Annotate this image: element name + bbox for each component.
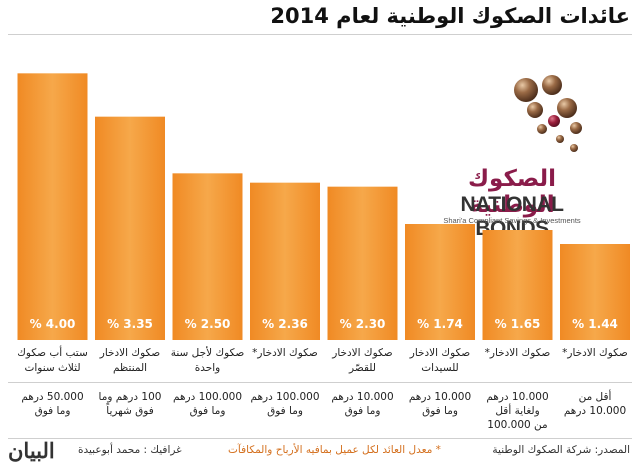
category-divider xyxy=(8,382,632,383)
amount-label: 100 درهم وما فوق شهرياً xyxy=(99,391,162,417)
title-divider xyxy=(8,34,632,35)
bar xyxy=(405,224,475,340)
data-label: % 3.35 xyxy=(107,317,153,331)
logo-arabic-text: الصكوك الوطنية xyxy=(467,166,557,218)
category-label: صكوك الادخار* xyxy=(562,347,628,359)
bar xyxy=(17,73,88,340)
amount-label: أقل من 10.000 درهم xyxy=(564,389,626,417)
bar xyxy=(172,173,243,340)
amount-label: 50.000 درهم وما فوق xyxy=(21,391,83,417)
category-label: صكوك الادخار للقصّر xyxy=(331,347,393,374)
bar xyxy=(327,186,398,340)
graphic-credit: غرافيك : محمد أبوعبيدة xyxy=(78,444,182,456)
amount-label: 100.000 درهم وما فوق xyxy=(173,391,242,417)
amount-label: 100.000 درهم وما فوق xyxy=(250,391,319,417)
logo-tagline: Shari'a Compliant Savings & Investments xyxy=(443,216,581,225)
page-title: عائدات الصكوك الوطنية لعام 2014 xyxy=(270,4,630,28)
category-label: صكوك الادخار* xyxy=(485,347,551,359)
footnote: * معدل العائد لكل عميل بمافيه الأرباح وا… xyxy=(228,444,441,456)
amount-label: 10.000 درهم وما فوق xyxy=(331,391,393,417)
category-label: صكوك الادخار المنتظم xyxy=(99,347,161,374)
data-label: % 1.65 xyxy=(495,317,541,331)
source-note: المصدر: شركة الصكوك الوطنية xyxy=(492,444,630,456)
category-label: ستب أب صكوك لثلاث سنوات xyxy=(17,345,88,374)
bar xyxy=(95,116,165,341)
data-label: % 2.30 xyxy=(340,317,386,331)
category-label: صكوك الادخار للسيدات xyxy=(409,347,471,374)
data-label: % 1.44 xyxy=(572,317,618,331)
bar xyxy=(560,244,630,340)
national-bonds-logo xyxy=(514,75,582,152)
amount-label: 10.000 درهم وما فوق xyxy=(409,391,471,417)
data-label: % 1.74 xyxy=(417,317,463,331)
data-label: % 4.00 xyxy=(30,317,76,331)
category-label: صكوك لأجل سنة واحدة xyxy=(171,346,245,374)
data-label: % 2.50 xyxy=(185,317,231,331)
amount-label: 10.000 درهم ولغاية أقل من 100.000 xyxy=(486,391,548,431)
albayan-logo: البيان xyxy=(8,438,55,463)
footer-divider xyxy=(8,438,632,439)
category-label: صكوك الادخار* xyxy=(252,347,318,359)
data-label: % 2.36 xyxy=(262,317,308,331)
bar xyxy=(250,182,320,340)
bar xyxy=(482,230,553,340)
